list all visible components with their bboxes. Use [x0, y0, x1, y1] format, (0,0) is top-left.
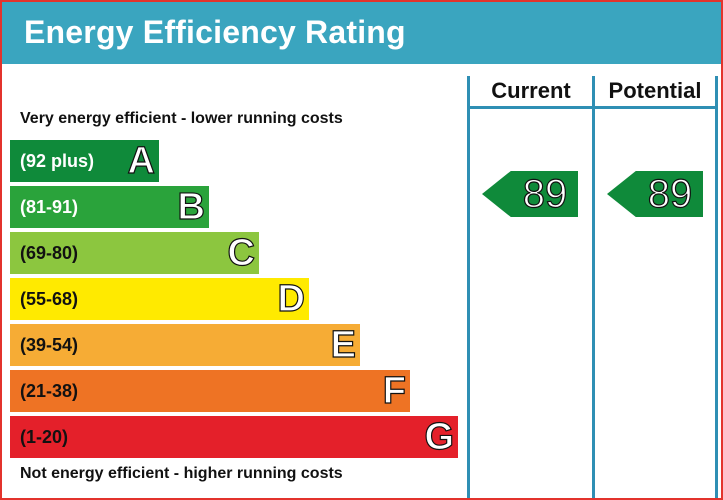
band-range: (1-20)	[20, 427, 69, 447]
divider-left	[467, 76, 470, 498]
potential-rating-value: 89	[647, 171, 693, 216]
band-letter: F	[382, 369, 406, 412]
band-letter: D	[277, 277, 306, 320]
column-header-potential: Potential	[608, 78, 702, 103]
note-not-efficient: Not energy efficient - higher running co…	[20, 465, 343, 482]
band-range: (69-80)	[20, 243, 79, 263]
band-range: (81-91)	[20, 197, 79, 217]
band-letter: C	[227, 231, 256, 274]
current-rating-value: 89	[522, 171, 568, 216]
band-letter: B	[177, 185, 206, 228]
potential-rating-arrow: 89	[607, 171, 703, 217]
column-header-current: Current	[491, 78, 571, 103]
divider-middle	[592, 76, 595, 498]
title-bar: Energy Efficiency Rating	[2, 2, 721, 64]
band-range: (55-68)	[20, 289, 79, 309]
band-g: (1-20) G	[10, 415, 458, 459]
band-a: (92 plus) A	[10, 139, 159, 183]
band-letter: A	[127, 139, 156, 182]
band-b: (81-91) B	[10, 185, 209, 229]
band-d: (55-68) D	[10, 277, 309, 321]
band-range: (39-54)	[20, 335, 79, 355]
current-rating-arrow: 89	[482, 171, 578, 217]
band-e: (39-54) E	[10, 323, 360, 367]
band-f: (21-38) F	[10, 369, 410, 413]
header-underline	[467, 106, 718, 109]
band-range: (21-38)	[20, 381, 79, 401]
chart-title: Energy Efficiency Rating	[24, 14, 406, 50]
band-range: (92 plus)	[20, 151, 95, 171]
band-letter: G	[424, 415, 455, 458]
note-very-efficient: Very energy efficient - lower running co…	[20, 110, 343, 127]
band-c: (69-80) C	[10, 231, 259, 275]
band-letter: E	[330, 323, 357, 366]
divider-right	[715, 76, 718, 498]
